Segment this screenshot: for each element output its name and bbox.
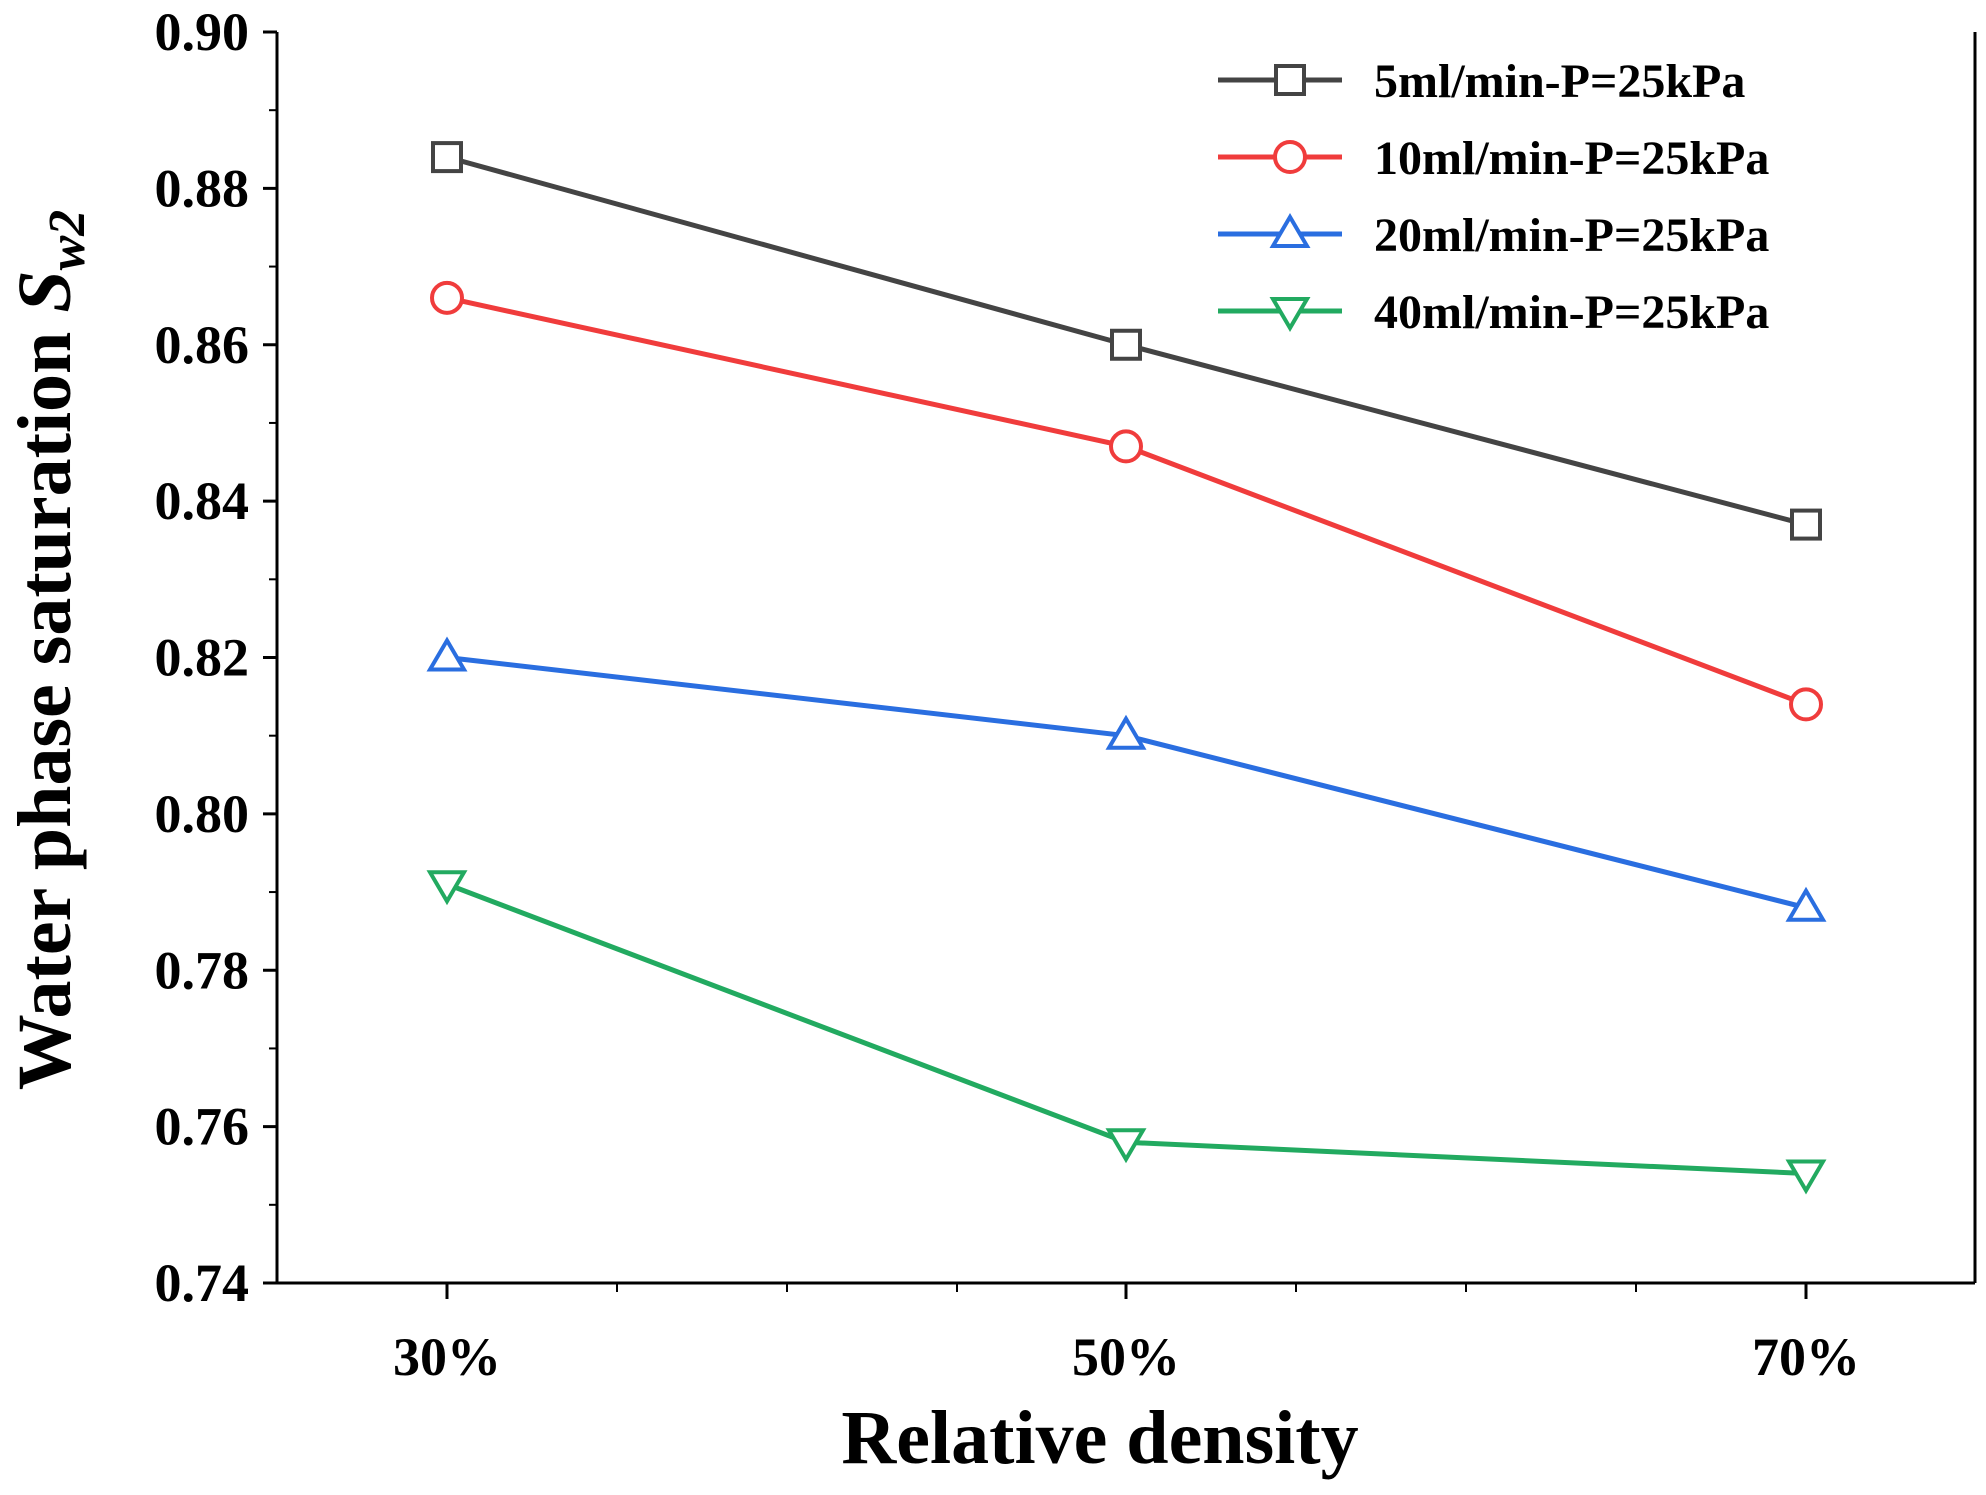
y-tick-label: 0.82: [155, 628, 250, 688]
data-point-circle: [430, 280, 464, 315]
data-point-triangle-up: [426, 636, 468, 672]
y-axis-title: Water phase saturation Sw2: [3, 210, 96, 1091]
y-tick-label: 0.78: [155, 940, 250, 1000]
series-2: [430, 280, 1823, 722]
y-axis-title-subscript: w2: [39, 210, 96, 271]
y-tick-label: 0.76: [155, 1097, 250, 1157]
y-tick-label: 0.74: [155, 1253, 250, 1313]
legend-label: 40ml/min-P=25kPa: [1374, 286, 1769, 339]
series-layer: [426, 141, 1827, 1195]
y-tick-label: 0.88: [155, 158, 250, 218]
data-point-triangle-down: [1105, 1128, 1147, 1164]
data-point-square: [1274, 64, 1306, 96]
data-point-triangle-down: [1785, 1159, 1827, 1195]
y-tick-label: 0.86: [155, 315, 250, 375]
legend-entry-1: 5ml/min-P=25kPa: [1218, 55, 1745, 108]
data-point-triangle-up: [1105, 714, 1147, 750]
data-point-square: [431, 141, 463, 174]
legend-label: 10ml/min-P=25kPa: [1374, 132, 1769, 185]
x-axis-title: Relative density: [841, 1396, 1358, 1480]
legend-entry-4: 40ml/min-P=25kPa: [1218, 286, 1769, 339]
x-tick-label: 70%: [1752, 1327, 1860, 1387]
x-tick-label: 30%: [393, 1327, 501, 1387]
x-tick-label: 50%: [1072, 1327, 1180, 1387]
legend-entry-3: 20ml/min-P=25kPa: [1218, 209, 1769, 262]
y-tick-label: 0.84: [155, 471, 250, 531]
data-point-triangle-up: [1269, 213, 1311, 248]
data-point-circle: [1273, 140, 1307, 174]
series-line: [446, 655, 1807, 911]
data-point-circle: [1789, 687, 1823, 722]
y-tick-label: 0.80: [155, 784, 250, 844]
legend: 5ml/min-P=25kPa 10ml/min-P=25kPa 20ml/min-…: [1218, 55, 1769, 339]
y-tick-label: 0.90: [155, 2, 250, 62]
series-3: [426, 636, 1827, 922]
data-point-square: [1790, 508, 1822, 541]
y-axis-title-text: Water phase saturation: [3, 313, 87, 1091]
series-4: [426, 870, 1827, 1195]
legend-label: 20ml/min-P=25kPa: [1374, 209, 1769, 262]
axes: 0.74 0.76 0.78 0.80 0.82 0.84 0.86 0.88 0.90 30% 5…: [155, 2, 1977, 1387]
legend-entry-2: 10ml/min-P=25kPa: [1218, 132, 1769, 185]
legend-label: 5ml/min-P=25kPa: [1374, 55, 1745, 108]
data-point-triangle-up: [1785, 886, 1827, 922]
y-axis-title-symbol: S: [3, 270, 87, 312]
data-point-triangle-down: [426, 870, 468, 906]
data-point-triangle-down: [1269, 297, 1311, 332]
data-point-circle: [1109, 429, 1143, 464]
data-point-square: [1110, 328, 1142, 361]
series-1: [431, 141, 1822, 541]
